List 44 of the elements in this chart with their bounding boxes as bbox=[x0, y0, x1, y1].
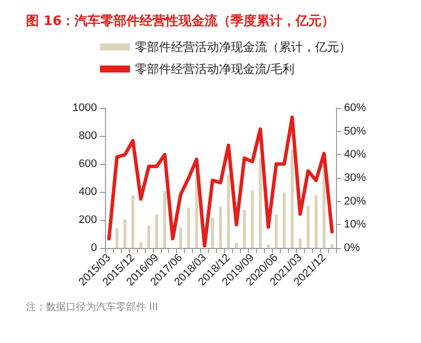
y-tick-label: 1000 bbox=[72, 102, 97, 114]
y2-tick-label: 0% bbox=[344, 242, 360, 254]
y2-tick-label: 30% bbox=[344, 172, 366, 184]
bar bbox=[123, 219, 126, 248]
bar bbox=[266, 244, 270, 248]
y-tick-label: 200 bbox=[78, 214, 97, 226]
bar bbox=[274, 214, 278, 248]
bar bbox=[322, 164, 326, 248]
y2-tick-label: 40% bbox=[344, 148, 366, 161]
bar bbox=[282, 192, 286, 248]
bar bbox=[195, 172, 198, 248]
y2-tick-label: 50% bbox=[344, 125, 366, 138]
bar bbox=[147, 226, 150, 248]
bar bbox=[330, 244, 334, 248]
bar bbox=[179, 228, 182, 248]
chart-title: 图 16：汽车零部件经营性现金流（季度累计，亿元） bbox=[26, 12, 335, 30]
bar bbox=[131, 195, 134, 248]
y-tick-label: 600 bbox=[78, 158, 97, 170]
bar bbox=[219, 206, 222, 248]
y2-tick-label: 20% bbox=[344, 195, 366, 208]
legend-label: 零部件经营活动净现金流（累计，亿元） bbox=[135, 40, 351, 54]
bar bbox=[250, 190, 254, 248]
bar bbox=[306, 206, 310, 248]
bar bbox=[211, 218, 214, 248]
bar bbox=[187, 208, 190, 248]
bar bbox=[234, 242, 238, 248]
bar bbox=[314, 195, 318, 248]
bar bbox=[226, 175, 230, 248]
bar bbox=[242, 210, 246, 248]
y-tick-label: 0 bbox=[90, 242, 97, 254]
y-tick-label: 400 bbox=[78, 186, 97, 198]
bar bbox=[258, 158, 262, 248]
bar bbox=[290, 150, 294, 248]
y2-tick-label: 10% bbox=[344, 218, 366, 231]
y-tick-label: 800 bbox=[78, 130, 97, 142]
bar bbox=[163, 191, 166, 248]
bar bbox=[155, 214, 158, 248]
y2-tick-label: 60% bbox=[344, 102, 366, 114]
bar bbox=[298, 238, 302, 248]
text: 注：数据口径为汽车零部件 III bbox=[26, 300, 158, 314]
line-series bbox=[107, 116, 334, 248]
bar bbox=[115, 228, 118, 248]
legend-label: 零部件经营活动净现金流/毛利 bbox=[135, 62, 294, 76]
bar bbox=[139, 242, 142, 248]
